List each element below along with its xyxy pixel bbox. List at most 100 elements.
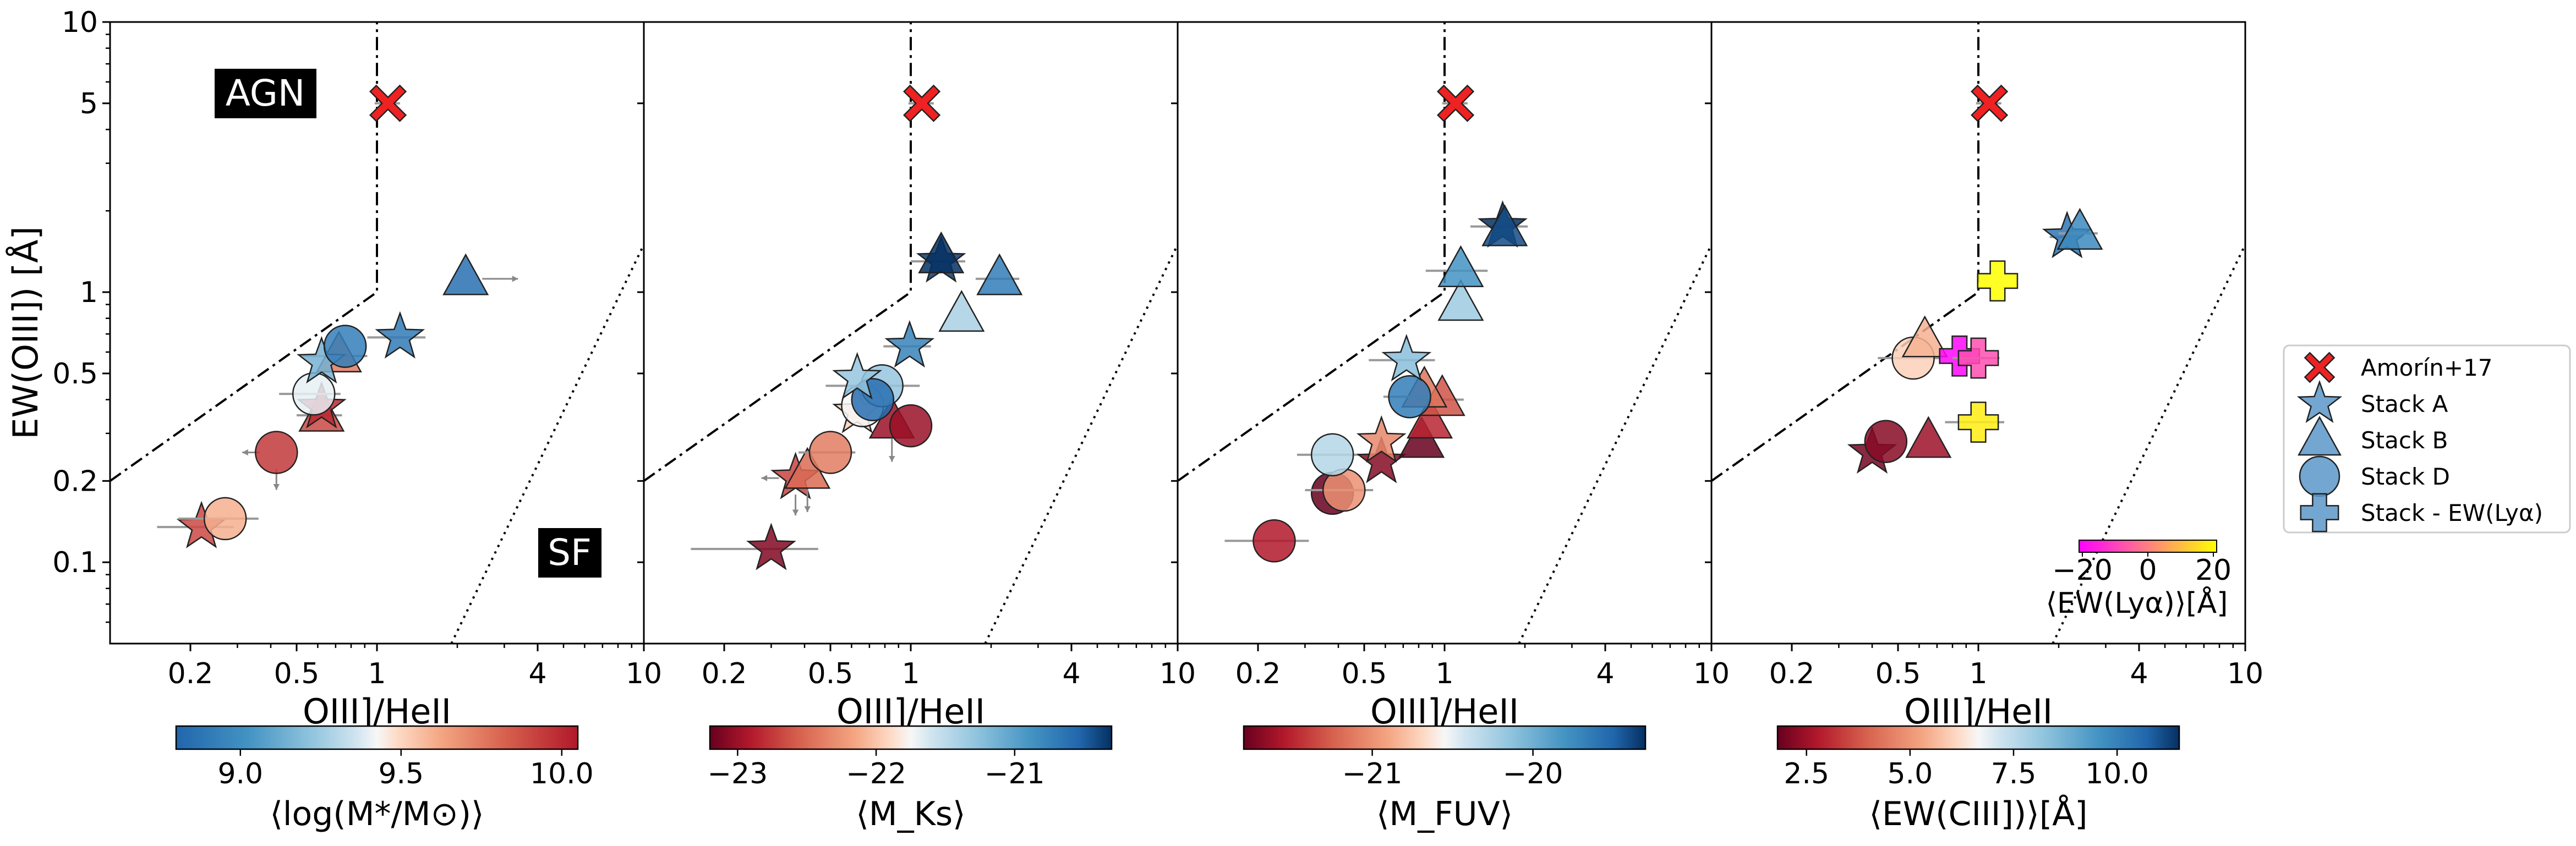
legend-frame xyxy=(2283,344,2571,534)
limit-arrow-head xyxy=(273,484,280,490)
stack-a-point-10 xyxy=(375,311,425,359)
x-tick-label: 10 xyxy=(1160,657,1196,690)
colorbar-tick-label: 10.0 xyxy=(2085,757,2149,790)
stack-a-point-5 xyxy=(1356,436,1407,484)
agn-boundary-line xyxy=(1710,22,1979,482)
y-tick-label: 5 xyxy=(80,87,98,120)
amor-n--point-0 xyxy=(1437,84,1475,122)
x-tick-label: 1 xyxy=(368,657,386,690)
stack-d-point-2 xyxy=(1864,420,1908,463)
x-tick-label: 10 xyxy=(626,657,662,690)
x-tick-label: 10 xyxy=(1693,657,1730,690)
stack-a-point-1 xyxy=(746,523,796,570)
colorbar-tick-label: 7.5 xyxy=(1991,757,2037,790)
stack-d-point-2 xyxy=(203,497,247,541)
legend: Amorín+17 Stack A Stack B Stack D Stack - EW… xyxy=(2283,344,2571,534)
inset-colorbar-tick-label: 20 xyxy=(2195,554,2232,587)
x-tick-label: 0.2 xyxy=(1769,657,1815,690)
legend-marker-plus xyxy=(2300,493,2339,532)
stack-d-point-4 xyxy=(808,431,852,474)
stack-b-point-11 xyxy=(2057,207,2103,250)
legend-marker-circle xyxy=(2299,455,2340,497)
legend-marker-star xyxy=(2296,380,2343,423)
x-tick-label: 4 xyxy=(1062,657,1080,690)
sf-boundary-line xyxy=(984,244,1179,644)
legend-label: Stack - EW(Lyα) xyxy=(2361,499,2543,526)
y-tick-label: 1 xyxy=(80,276,98,309)
stack-a-point-12 xyxy=(884,320,935,368)
x-tick-label: 0.2 xyxy=(168,657,214,690)
agn-label-box xyxy=(215,69,316,118)
limit-arrow-head xyxy=(761,475,768,481)
colorbar-tick-label: −20 xyxy=(1503,757,1563,790)
stack-b-point-16 xyxy=(1481,204,1528,246)
panel-3: 0.2 0.5 1 4 10 OIII]/HeII −21 −20 ⟨M_FUV⟩ xyxy=(1171,21,1730,833)
stack-b-point-13 xyxy=(1437,279,1484,321)
stack-ew-ly--point-8 xyxy=(1957,337,1999,379)
stack-d-point-11 xyxy=(1388,375,1431,419)
colorbar-label: ⟨EW(CIII])⟩[Å] xyxy=(1869,794,2087,833)
stack-d-point-3 xyxy=(255,431,298,474)
x-tick-label: 4 xyxy=(528,657,546,690)
stack-a-point-11 xyxy=(832,351,883,400)
stack-a-point-12 xyxy=(1381,334,1432,382)
stack-b-point-8 xyxy=(1407,397,1453,439)
legend-label: Stack A xyxy=(2361,391,2448,417)
colorbar xyxy=(1243,725,1647,750)
legend-label: Stack D xyxy=(2361,463,2450,490)
y-tick-label: 0.1 xyxy=(52,546,98,579)
colorbar-label: ⟨M_Ks⟩ xyxy=(856,795,965,833)
stack-ew-ly--point-9 xyxy=(1977,260,2019,302)
limit-arrow-head xyxy=(804,506,811,512)
x-tick-label: 10 xyxy=(2227,657,2263,690)
inset-colorbar xyxy=(2079,540,2217,553)
x-tick-label: 0.5 xyxy=(274,657,320,690)
x-tick-label: 0.2 xyxy=(1235,657,1281,690)
colorbar-label: ⟨log(M*/M⊙)⟩ xyxy=(270,795,484,833)
colorbar-tick-label: 9.0 xyxy=(217,757,263,790)
stack-ew-ly--point-6 xyxy=(1957,402,1999,443)
amor-n--point-0 xyxy=(903,84,941,122)
stack-a-point-6 xyxy=(1356,415,1407,463)
stack-d-point-8 xyxy=(889,404,933,448)
upper-limit-arrow-head xyxy=(512,276,518,282)
colorbar xyxy=(175,725,579,750)
inset-colorbar-tick-label: 0 xyxy=(2139,554,2157,587)
stack-d-point-6 xyxy=(292,372,336,416)
colorbar xyxy=(709,725,1113,750)
stack-b-point-11 xyxy=(442,253,489,295)
colorbar-tick-label: 2.5 xyxy=(1784,757,1829,790)
x-tick-label: 1 xyxy=(1435,657,1453,690)
x-axis-label: OIII]/HeII xyxy=(1904,691,2053,732)
inset-colorbar-label: ⟨EW(Lyα)⟩[Å] xyxy=(2046,586,2228,620)
stack-d-point-1 xyxy=(1253,519,1296,563)
limit-arrow-head xyxy=(792,509,799,516)
y-tick-label: 0.5 xyxy=(52,358,98,391)
x-axis-label: OIII]/HeII xyxy=(836,691,985,732)
amor-n--point-0 xyxy=(369,84,407,122)
x-tick-label: 0.2 xyxy=(702,657,747,690)
colorbar-tick-label: 10.0 xyxy=(530,757,594,790)
agn-label: AGN xyxy=(226,72,305,114)
agn-boundary-line xyxy=(643,22,912,482)
x-tick-label: 0.5 xyxy=(1875,657,1921,690)
x-axis-label: OIII]/HeII xyxy=(1370,691,1519,732)
colorbar-tick-label: −21 xyxy=(985,757,1045,790)
amor-n--point-0 xyxy=(1971,84,2009,122)
stack-d-point-4 xyxy=(1310,433,1354,476)
sf-boundary-line xyxy=(450,244,645,644)
colorbar-tick-label: 9.5 xyxy=(378,757,424,790)
panel-2: 0.2 0.5 1 4 10 OIII]/HeII −23 −22 −21 ⟨M_Ks⟩ xyxy=(637,21,1196,833)
agn-boundary-line xyxy=(1177,22,1446,482)
agn-boundary-line xyxy=(109,22,378,482)
x-tick-label: 4 xyxy=(2130,657,2148,690)
x-tick-label: 0.5 xyxy=(1342,657,1387,690)
limit-arrow-head xyxy=(889,456,895,462)
x-tick-label: 4 xyxy=(1596,657,1614,690)
y-axis-label: EW(OIII]) [Å] xyxy=(6,226,46,439)
x-axis-label: OIII]/HeII xyxy=(303,691,451,732)
stack-b-point-16 xyxy=(918,231,965,273)
colorbar xyxy=(1776,725,2180,750)
